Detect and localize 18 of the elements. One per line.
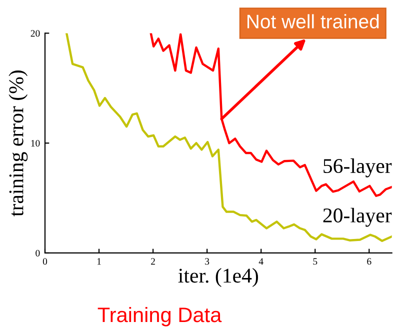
x-tick-label: 1 [97,258,101,265]
y-axis-title: training error (%) [8,70,28,216]
text: Training Data [98,306,222,326]
y-tick-label: 20 [30,30,40,37]
x-axis-title: iter. (1e4) [178,268,258,287]
x-tick-label: 0 [42,258,48,265]
annotation: Not well trained [247,14,379,28]
y-tick-label: 10 [31,140,40,147]
x-tick-label: 6 [367,258,372,265]
y-tick-label: 0 [36,250,40,256]
series-label: 56-layer [324,158,392,178]
x-tick-label: 2 [151,258,155,265]
line-series [65,33,392,242]
x-tick-label: 5 [313,258,318,265]
series-label: 20-layer [323,208,392,227]
x-tick-label: 4 [258,258,264,265]
x-tick-label: 3 [205,258,210,265]
line-series [150,33,392,197]
